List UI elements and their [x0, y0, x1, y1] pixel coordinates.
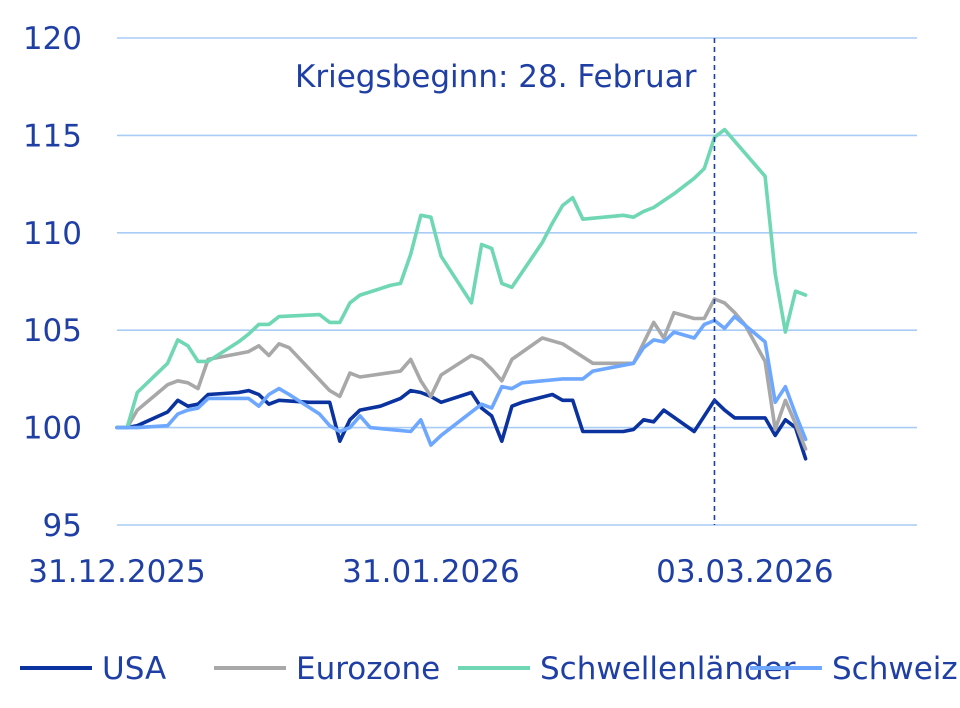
legend-label: Eurozone [296, 651, 440, 687]
x-tick-label: 31.12.2025 [28, 554, 206, 590]
series-line-usa [115, 388, 808, 461]
legend-label: USA [102, 651, 166, 687]
annotation-label: Kriegsbeginn: 28. Februar [295, 59, 697, 95]
legend-label: Schweiz [832, 651, 958, 687]
y-tick-label: 105 [23, 313, 82, 349]
y-tick-label: 95 [43, 508, 82, 544]
series-line-schweiz [115, 314, 808, 447]
x-tick-label: 03.03.2026 [656, 554, 834, 590]
series-lines [115, 127, 808, 461]
y-tick-label: 100 [23, 411, 82, 447]
y-tick-label: 120 [23, 21, 82, 57]
x-axis-ticks: 31.12.2025 31.01.2026 03.03.2026 [28, 554, 833, 590]
x-tick-label: 31.01.2026 [342, 554, 520, 590]
series-line-schwellenländer [115, 127, 808, 430]
y-tick-label: 110 [23, 216, 82, 252]
series-line-eurozone [115, 297, 808, 451]
y-axis-ticks: 95 100 105 110 115 120 [23, 21, 82, 544]
annotation: Kriegsbeginn: 28. Februar [295, 38, 716, 525]
legend: USA Eurozone Schwellenländer Schweiz [20, 651, 958, 687]
y-tick-label: 115 [23, 118, 82, 154]
